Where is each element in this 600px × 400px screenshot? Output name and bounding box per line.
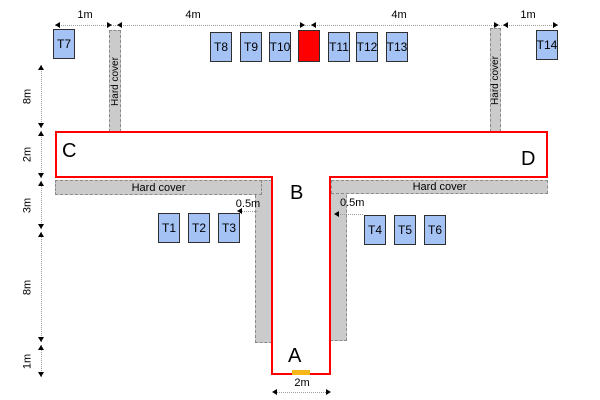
- arrowhead-icon: [55, 22, 60, 28]
- table-t14: T14: [536, 30, 558, 60]
- arrowhead-icon: [300, 22, 305, 28]
- arrowhead-icon: [107, 22, 112, 28]
- table-t11: T11: [328, 32, 350, 62]
- target-box: [298, 30, 320, 62]
- dim-top-1m-right: 1m: [520, 9, 536, 21]
- table-t13: T13: [386, 32, 408, 62]
- bottom-dimension-line: [276, 392, 328, 393]
- table-t9: T9: [240, 32, 262, 62]
- table-t3: T3: [218, 213, 240, 243]
- arrowhead-icon: [553, 22, 558, 28]
- left-dim-segment-3m: [41, 181, 42, 229]
- arrowhead-icon: [503, 22, 508, 28]
- arrowhead-icon: [237, 208, 242, 214]
- arrowhead-icon: [38, 345, 44, 350]
- arrowhead-icon: [38, 173, 44, 178]
- hard-cover-label: Hard cover: [412, 181, 467, 193]
- zone-label-c: C: [62, 140, 77, 162]
- table-t7: T7: [53, 29, 75, 59]
- arrowhead-icon: [494, 22, 499, 28]
- zone-label-a: A: [288, 345, 302, 367]
- arrowhead-icon: [272, 389, 277, 395]
- dim-top-4m-right: 4m: [391, 9, 407, 21]
- hard-cover-strip-top-left: Hard cover: [109, 30, 121, 132]
- left-dim-segment-2m: [41, 131, 42, 178]
- dim-bottom-2m: 2m: [294, 377, 310, 389]
- dim-left-8m-upper: 8m: [21, 88, 34, 105]
- zone-label-b: B: [290, 182, 304, 204]
- offset-right-line: [338, 214, 363, 215]
- table-t5: T5: [394, 215, 416, 245]
- arrowhead-icon: [38, 337, 44, 342]
- hard-cover-strip-top-right: Hard cover: [490, 28, 501, 132]
- dim-left-2m: 2m: [21, 146, 34, 163]
- table-t1: T1: [158, 213, 180, 243]
- table-t8: T8: [210, 32, 232, 62]
- arrowhead-icon: [334, 211, 339, 217]
- entry-marker: [292, 370, 310, 375]
- arrowhead-icon: [38, 131, 44, 136]
- arrowhead-icon: [326, 389, 331, 395]
- dim-top-4m-left: 4m: [185, 9, 201, 21]
- arrowhead-icon: [38, 224, 44, 229]
- dim-left-1m: 1m: [21, 353, 34, 370]
- dim-offset-left: 0.5m: [235, 198, 261, 210]
- table-t4: T4: [364, 215, 386, 245]
- arrowhead-icon: [38, 65, 44, 70]
- corridor-cd: [55, 131, 548, 178]
- arrowhead-icon: [38, 123, 44, 128]
- arrowhead-icon: [38, 181, 44, 186]
- dim-offset-right: 0.5m: [340, 197, 365, 209]
- left-dim-segment-8m-lower: [41, 232, 42, 342]
- arrowhead-icon: [38, 372, 44, 377]
- table-t6: T6: [424, 215, 446, 245]
- left-dim-segment-1m: [41, 345, 42, 377]
- zone-label-d: D: [521, 148, 536, 170]
- offset-left-line: [241, 211, 257, 212]
- hard-cover-strip-right: Hard cover: [331, 180, 548, 194]
- hard-cover-label: Hard cover: [131, 181, 186, 194]
- hard-cover-label: Hard cover: [490, 55, 501, 105]
- left-dim-segment-8m: [41, 65, 42, 128]
- arrowhead-icon: [117, 22, 122, 28]
- arrowhead-icon: [311, 22, 316, 28]
- top-dimension-line: [55, 25, 558, 26]
- dim-left-8m-lower: 8m: [21, 279, 34, 296]
- hard-cover-label: Hard cover: [109, 56, 121, 106]
- table-t12: T12: [356, 32, 378, 62]
- arrowhead-icon: [38, 232, 44, 237]
- dim-left-3m: 3m: [21, 197, 34, 214]
- hard-cover-strip-left: Hard cover: [55, 180, 262, 195]
- dim-top-1m-left: 1m: [77, 9, 93, 21]
- table-t2: T2: [188, 213, 210, 243]
- table-t10: T10: [269, 32, 291, 62]
